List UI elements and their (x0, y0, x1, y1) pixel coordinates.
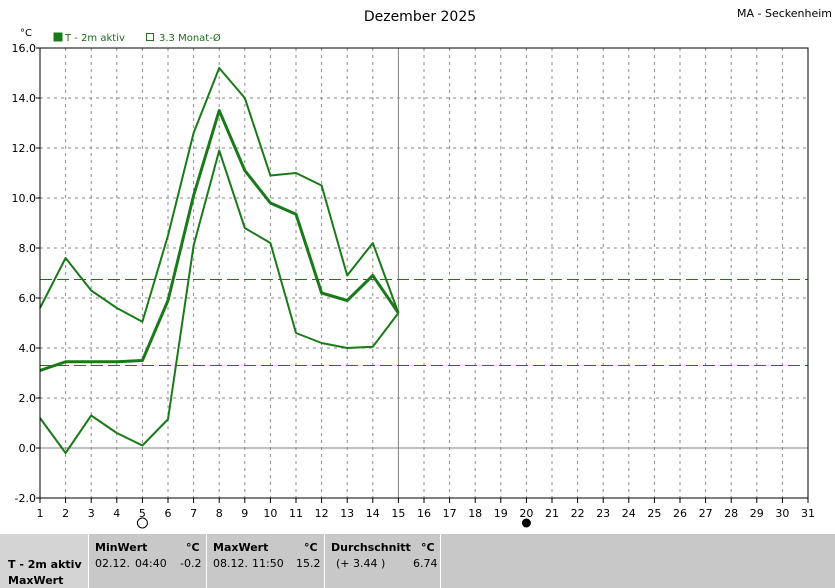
min-unit: °C (186, 541, 200, 554)
stats-empty-panel (441, 534, 835, 588)
series-line-2 (39, 67, 400, 323)
x-tick-label: 5 (139, 507, 146, 520)
y-tick-label: -2.0 (15, 492, 36, 505)
x-tick-label: 12 (315, 507, 329, 520)
legend-item-average: 3.3 Monat-Ø (159, 32, 221, 44)
reference-lines (40, 279, 808, 366)
stats-divider (88, 534, 89, 588)
x-tick-label: 31 (801, 507, 815, 520)
x-tick-label: 6 (165, 507, 172, 520)
x-tick-label: 24 (622, 507, 636, 520)
legend: T - 2m aktiv 3.3 Monat-Ø (53, 32, 221, 44)
x-tick-label: 30 (775, 507, 789, 520)
new-moon-icon (521, 518, 531, 528)
x-tick-label: 28 (724, 507, 738, 520)
avg-value: 6.74 (413, 557, 438, 570)
grid (40, 48, 808, 498)
x-tick-label: 22 (571, 507, 585, 520)
series-group (39, 67, 400, 454)
max-header: MaxWert (213, 541, 269, 554)
x-tick-label: 2 (62, 507, 69, 520)
min-date: 02.12. (95, 557, 130, 570)
y-tick-label: 16.0 (12, 42, 37, 55)
min-time: 04:40 (135, 557, 167, 570)
max-value: 15.2 (296, 557, 321, 570)
y-tick-label: 6.0 (19, 292, 37, 305)
x-tick-label: 26 (673, 507, 687, 520)
x-tick-label: 29 (750, 507, 764, 520)
stats-divider (440, 534, 441, 588)
x-tick-label: 23 (596, 507, 610, 520)
full-moon-icon (136, 517, 148, 529)
x-tick-label: 18 (468, 507, 482, 520)
y-tick-label: 8.0 (19, 242, 37, 255)
chart-title: Dezember 2025 (364, 9, 476, 25)
moon-markers (136, 517, 531, 529)
x-tick-labels: 1 2 3 4 5 6 7 8 9 10 11 12 13 14 15 16 17 18 19 20 21 22 23 24 2… (37, 498, 815, 520)
y-tick-label: 2.0 (19, 392, 37, 405)
x-tick-label: 8 (216, 507, 223, 520)
x-tick-label: 9 (241, 507, 248, 520)
x-tick-label: 7 (190, 507, 197, 520)
stats-row-label-2: MaxWert (8, 574, 64, 587)
series-line-3 (39, 149, 400, 454)
stats-divider (206, 534, 207, 588)
avg-header: Durchschnitt (331, 541, 411, 554)
legend-swatch-empty (146, 33, 154, 41)
legend-swatch-filled (53, 32, 63, 42)
x-tick-label: 19 (494, 507, 508, 520)
series-line-1 (39, 109, 400, 372)
temperature-chart: Dezember 2025 MA - Seckenheim °C T - 2m … (12, 7, 832, 529)
x-tick-label: 25 (647, 507, 661, 520)
max-time: 11:50 (252, 557, 284, 570)
max-unit: °C (304, 541, 318, 554)
x-tick-label: 4 (113, 507, 120, 520)
stats-label-panel (0, 534, 88, 588)
y-tick-labels: -2.0 0.0 2.0 4.0 6.0 8.0 10.0 12.0 14.0 16.0 (12, 42, 40, 505)
x-tick-label: 15 (391, 507, 405, 520)
x-tick-label: 11 (289, 507, 303, 520)
y-unit-label: °C (20, 28, 32, 39)
x-tick-label: 16 (417, 507, 431, 520)
y-tick-label: 0.0 (19, 442, 37, 455)
min-value: -0.2 (180, 557, 202, 570)
avg-unit: °C (421, 541, 435, 554)
y-tick-label: 10.0 (12, 192, 37, 205)
x-tick-label: 10 (263, 507, 277, 520)
y-tick-label: 4.0 (19, 342, 37, 355)
x-tick-label: 13 (340, 507, 354, 520)
x-tick-label: 21 (545, 507, 559, 520)
min-header: MinWert (95, 541, 148, 554)
stats-row-label: T - 2m aktiv (8, 558, 82, 571)
x-tick-label: 20 (519, 507, 533, 520)
stats-divider (324, 534, 325, 588)
x-tick-label: 14 (366, 507, 380, 520)
y-tick-label: 12.0 (12, 142, 37, 155)
x-tick-label: 3 (88, 507, 95, 520)
max-date: 08.12. (213, 557, 248, 570)
stats-panel: T - 2m aktiv MaxWert MinWert °C 02.12. 0… (0, 534, 835, 588)
avg-delta: (+ 3.44 ) (336, 557, 386, 570)
station-name: MA - Seckenheim (737, 7, 832, 20)
x-tick-label: 27 (699, 507, 713, 520)
legend-item-current: T - 2m aktiv (64, 33, 125, 44)
x-tick-label: 17 (443, 507, 457, 520)
x-tick-label: 1 (37, 507, 44, 520)
y-tick-label: 14.0 (12, 92, 37, 105)
